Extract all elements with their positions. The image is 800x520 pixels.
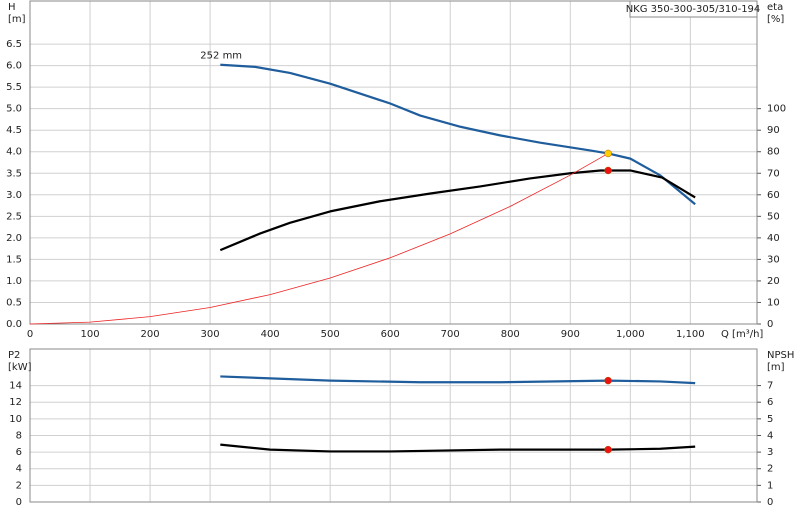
- y2-tick-label: 30: [767, 254, 780, 265]
- curve: [220, 63, 696, 206]
- y2-tick-label: 100: [767, 104, 786, 115]
- x-tick-label: 200: [141, 329, 160, 340]
- y2-axis-label: NPSH: [767, 350, 794, 361]
- x-tick-label: 700: [441, 329, 460, 340]
- y-tick-label: 4.5: [6, 125, 22, 136]
- x-tick-label: 400: [261, 329, 280, 340]
- duty-point: [604, 376, 612, 385]
- y-tick-label: 3.0: [6, 190, 22, 201]
- y2-tick-label: 20: [767, 276, 780, 287]
- y-tick-label: 0.0: [6, 319, 22, 330]
- plot-frame: [29, 348, 758, 503]
- y-tick-label: 2: [16, 480, 22, 491]
- y2-tick-label: 2: [767, 464, 773, 475]
- y-tick-label: 3.5: [6, 168, 22, 179]
- y-tick-label: 2.0: [6, 233, 22, 244]
- y-tick-label: 10: [9, 414, 22, 425]
- y-axis-label: P2: [8, 350, 20, 361]
- y2-tick-label: 0: [767, 497, 773, 508]
- y-tick-label: 5.0: [6, 104, 22, 115]
- x-tick-label: 100: [80, 329, 99, 340]
- y2-axis-unit: [%]: [767, 14, 784, 25]
- y2-tick-label: 0: [767, 319, 773, 330]
- x-tick-label: 600: [381, 329, 400, 340]
- curve: [220, 375, 696, 385]
- x-tick-label: 1,100: [676, 329, 705, 340]
- y-tick-label: 6.5: [6, 39, 22, 50]
- y-axis-unit: [m]: [8, 14, 26, 25]
- x-tick-label: 0: [27, 329, 33, 340]
- y2-tick-label: 1: [767, 480, 773, 491]
- y2-tick-label: 10: [767, 297, 780, 308]
- y2-axis-label: eta: [767, 2, 783, 13]
- y-tick-label: 2.5: [6, 211, 22, 222]
- y-tick-label: 14: [9, 381, 22, 392]
- y-tick-label: 12: [9, 397, 22, 408]
- title-box: [629, 0, 758, 18]
- y2-tick-label: 7: [767, 381, 773, 392]
- y2-tick-label: 90: [767, 125, 780, 136]
- y2-tick-label: 60: [767, 190, 780, 201]
- y-axis-label: H: [8, 2, 16, 13]
- y2-axis-unit: [m]: [767, 362, 785, 373]
- y2-tick-label: 5: [767, 414, 773, 425]
- x-tick-label: 900: [561, 329, 580, 340]
- y-tick-label: 6: [16, 447, 22, 458]
- y2-tick-label: 70: [767, 168, 780, 179]
- y2-tick-label: 80: [767, 147, 780, 158]
- y-tick-label: 8: [16, 430, 22, 441]
- duty-point: [604, 149, 612, 158]
- y2-tick-label: 50: [767, 211, 780, 222]
- curve: [220, 443, 696, 453]
- y-tick-label: 1.5: [6, 254, 22, 265]
- curve: [29, 153, 609, 325]
- duty-point: [604, 166, 612, 175]
- y-tick-label: 6.0: [6, 61, 22, 72]
- y-axis-unit: [kW]: [8, 362, 32, 373]
- duty-point: [604, 445, 612, 454]
- y2-tick-label: 6: [767, 397, 773, 408]
- y-tick-label: 0: [16, 497, 22, 508]
- x-axis-label: Q [m³/h]: [721, 329, 763, 340]
- x-tick-label: 300: [201, 329, 220, 340]
- y2-tick-label: 3: [767, 447, 773, 458]
- x-tick-label: 800: [501, 329, 520, 340]
- annotation: 252 mm: [200, 51, 242, 62]
- y-tick-label: 4: [16, 464, 22, 475]
- curve: [219, 169, 696, 252]
- y-tick-label: 0.5: [6, 297, 22, 308]
- chart-title: NKG 350-300-305/310-194: [626, 4, 761, 15]
- x-tick-label: 1,000: [616, 329, 645, 340]
- y-tick-label: 5.5: [6, 82, 22, 93]
- y2-tick-label: 4: [767, 430, 773, 441]
- y-tick-label: 4.0: [6, 147, 22, 158]
- x-tick-label: 500: [321, 329, 340, 340]
- plot-frame: [29, 0, 758, 325]
- y2-tick-label: 40: [767, 233, 780, 244]
- y-tick-label: 1.0: [6, 276, 22, 287]
